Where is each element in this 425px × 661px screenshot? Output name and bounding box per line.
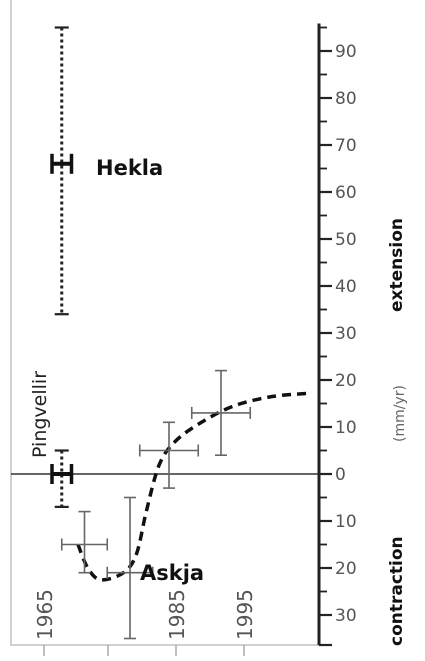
x-tick-label: 1985 <box>165 589 189 640</box>
askja-point <box>60 510 109 574</box>
y-axis-ticks <box>319 26 332 647</box>
x-axis-ticks <box>43 645 245 656</box>
y-tick-label: 10 <box>335 512 357 532</box>
y-tick-label: 70 <box>335 136 357 156</box>
y-axis-tick-labels: 30 20 10 0 10 20 30 40 50 60 70 80 90 <box>335 42 357 626</box>
y-tick-label: 10 <box>335 418 357 438</box>
label-extension: extension <box>387 218 407 312</box>
y-tick-label: 30 <box>335 324 357 344</box>
y-tick-label: 40 <box>335 277 357 297</box>
trend-curve <box>76 391 313 582</box>
x-tick-label: 1965 <box>33 589 57 640</box>
label-unit: (mm/yr) <box>392 385 408 442</box>
x-tick-label: 1995 <box>233 589 257 640</box>
label-contraction: contraction <box>387 536 407 646</box>
askja-point <box>138 421 200 489</box>
y-tick-label: 20 <box>335 559 357 579</box>
askja-point <box>190 369 252 457</box>
y-tick-label: 80 <box>335 89 357 109</box>
pingvellir-point <box>50 449 74 508</box>
label-askja: Askja <box>140 561 204 585</box>
hekla-point <box>50 26 74 316</box>
y-tick-label: 30 <box>335 606 357 626</box>
y-tick-label: 0 <box>335 465 346 485</box>
askja-point <box>106 496 154 640</box>
y-tick-label: 50 <box>335 230 357 250</box>
label-hekla: Hekla <box>96 156 163 180</box>
data-points-layer <box>50 26 252 640</box>
x-axis-tick-labels: 1965 1985 1995 <box>33 589 257 640</box>
y-tick-label: 20 <box>335 371 357 391</box>
y-tick-label: 90 <box>335 42 357 62</box>
label-pingvellir: Pingvellir <box>29 371 51 458</box>
y-tick-label: 60 <box>335 183 357 203</box>
